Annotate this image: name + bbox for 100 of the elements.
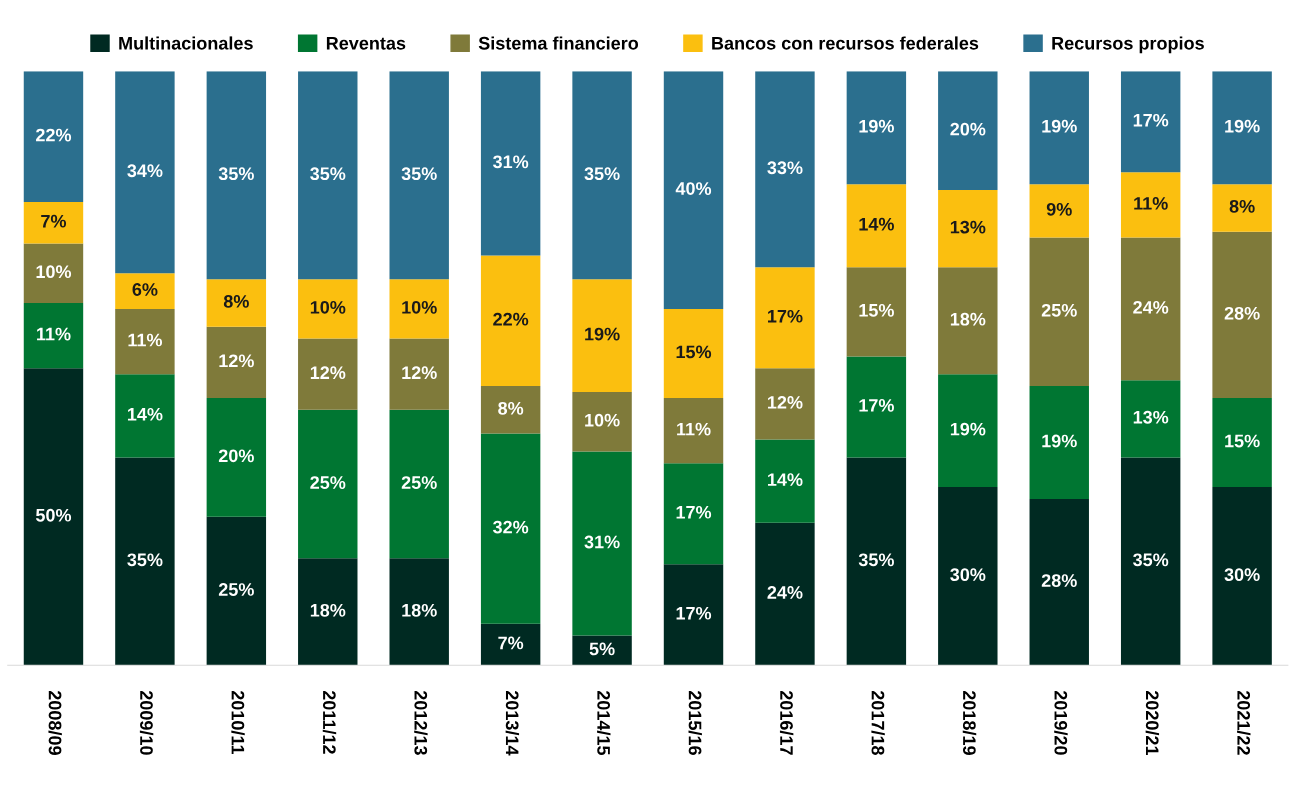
- data-label: 17%: [676, 505, 712, 519]
- bar: [1029, 71, 1089, 185]
- data-label: 34%: [127, 164, 163, 178]
- data-label: 35%: [584, 167, 620, 181]
- data-label: 22%: [36, 128, 72, 142]
- bar: [23, 201, 84, 244]
- x-tick-label: 2011/12: [322, 690, 337, 754]
- bar: [1029, 237, 1089, 387]
- bar: [115, 71, 175, 274]
- data-label: 19%: [1042, 119, 1077, 133]
- data-label: 20%: [950, 122, 986, 136]
- bar: [755, 368, 815, 440]
- data-label: 32%: [492, 520, 529, 534]
- bar: [572, 392, 632, 452]
- x-tick-label: 2010/11: [231, 690, 245, 755]
- bar: [846, 457, 907, 666]
- data-label: 35%: [127, 553, 163, 567]
- data-label: 25%: [401, 476, 437, 489]
- x-tick-label: 2012/13: [414, 690, 428, 755]
- bar: [1212, 487, 1272, 666]
- bar: [389, 558, 449, 666]
- bar: [1212, 231, 1272, 398]
- data-label: 17%: [676, 606, 712, 620]
- data-label: 18%: [402, 603, 437, 617]
- data-label: 35%: [858, 553, 894, 567]
- data-label: 31%: [584, 535, 620, 549]
- bar: [23, 302, 84, 369]
- bar: [938, 71, 998, 191]
- data-label: 15%: [676, 345, 712, 359]
- bar: [1029, 184, 1089, 238]
- bar: [1029, 498, 1089, 666]
- data-label: 12%: [402, 366, 437, 380]
- data-label: 19%: [1225, 119, 1260, 133]
- x-tick-label: 2020/21: [1145, 690, 1160, 756]
- bar: [298, 279, 358, 339]
- data-label: 22%: [493, 312, 529, 326]
- data-label: 30%: [950, 568, 986, 582]
- data-label: 10%: [36, 265, 72, 279]
- data-label: 19%: [859, 119, 894, 133]
- bar: [572, 279, 632, 393]
- bar: [1212, 71, 1272, 185]
- data-label: 6%: [132, 283, 158, 296]
- data-label: 10%: [310, 300, 346, 314]
- data-label: 10%: [402, 300, 437, 314]
- bar: [572, 71, 632, 280]
- data-label: 10%: [585, 413, 620, 427]
- data-label: 13%: [1133, 410, 1169, 424]
- bar: [846, 184, 907, 268]
- data-label: 31%: [492, 155, 529, 169]
- bar: [115, 457, 175, 666]
- bar: [1120, 380, 1181, 458]
- data-label: 30%: [1224, 568, 1260, 582]
- bar: [115, 273, 175, 309]
- data-label: 35%: [401, 167, 437, 181]
- bar: [206, 397, 267, 517]
- data-label: 18%: [950, 312, 986, 326]
- bar: [389, 409, 449, 559]
- data-label: 25%: [1041, 303, 1077, 317]
- x-tick-label: 2009/10: [139, 690, 154, 755]
- bar: [1120, 237, 1181, 381]
- bar: [663, 308, 724, 398]
- data-label: 8%: [223, 295, 249, 308]
- data-label: 11%: [37, 327, 71, 341]
- legend-label: Multinacionales: [119, 36, 253, 50]
- x-tick-label: 2018/19: [962, 690, 977, 755]
- data-label: 17%: [1133, 113, 1169, 127]
- data-label: 18%: [310, 603, 346, 617]
- data-label: 15%: [859, 303, 894, 317]
- data-label: 24%: [1133, 300, 1169, 314]
- data-label: 12%: [219, 354, 254, 368]
- bar: [115, 308, 175, 375]
- data-label: 33%: [767, 161, 803, 175]
- bar: [663, 397, 724, 464]
- legend-label: Sistema financiero: [478, 36, 639, 50]
- bar: [206, 71, 267, 280]
- data-label: 15%: [1225, 434, 1260, 448]
- bar: [23, 71, 84, 202]
- bar: [23, 243, 84, 303]
- bar: [23, 368, 84, 666]
- bar: [480, 71, 541, 256]
- data-label: 35%: [218, 167, 254, 181]
- x-tick-label: 2014/15: [597, 690, 611, 756]
- data-label: 14%: [127, 407, 163, 421]
- bar: [1212, 184, 1272, 232]
- data-label: 7%: [41, 214, 67, 228]
- bar: [1212, 397, 1272, 488]
- data-label: 8%: [498, 401, 524, 415]
- legend-label: Bancos con recursos federales: [712, 36, 979, 50]
- data-label: 12%: [310, 366, 346, 380]
- legend-label: Recursos propios: [1052, 36, 1204, 54]
- bar: [938, 487, 998, 666]
- bar: [938, 374, 998, 488]
- data-label: 35%: [310, 167, 346, 181]
- x-tick-label: 2015/16: [688, 690, 702, 755]
- bar: [298, 409, 358, 559]
- bar: [298, 71, 358, 280]
- data-label: 11%: [128, 333, 163, 347]
- data-label: 5%: [589, 642, 615, 656]
- bar: [480, 255, 541, 387]
- legend-label: Reventas: [326, 37, 406, 50]
